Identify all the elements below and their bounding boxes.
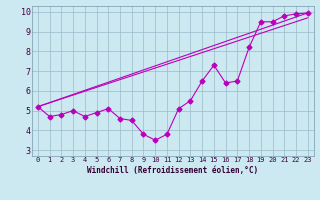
X-axis label: Windchill (Refroidissement éolien,°C): Windchill (Refroidissement éolien,°C) (87, 166, 258, 175)
